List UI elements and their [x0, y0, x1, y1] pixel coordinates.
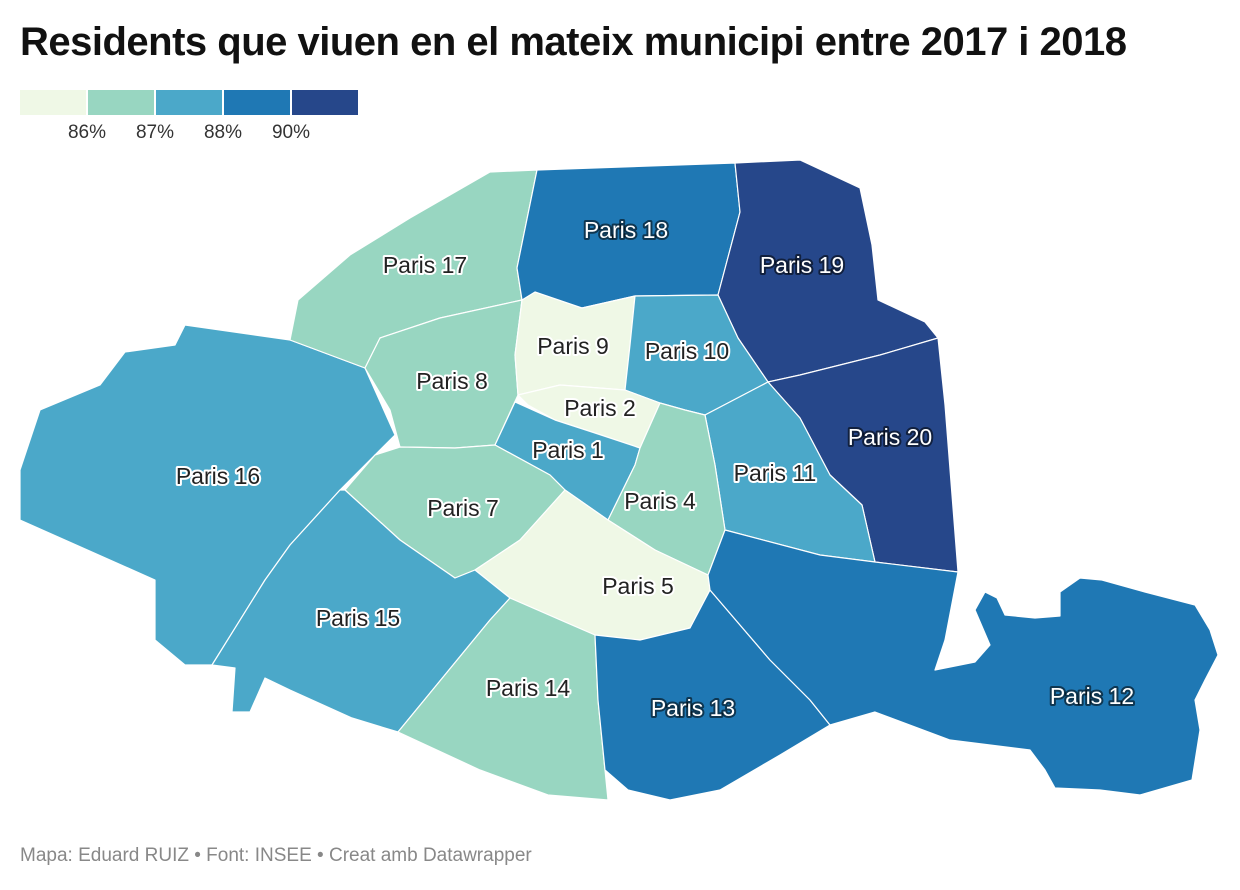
district-paris-12[interactable]: Paris 12 [707, 529, 1219, 796]
district-paris-16[interactable]: Paris 16 [19, 324, 396, 666]
label-paris-2: Paris 2 [564, 395, 636, 421]
label-paris-1: Paris 1 [532, 437, 604, 463]
label-paris-13: Paris 13 [651, 695, 735, 721]
label-paris-18: Paris 18 [584, 217, 668, 243]
district-paris-13[interactable]: Paris 13 [594, 589, 831, 801]
district-paris-17[interactable]: Paris 17 [289, 169, 538, 369]
legend-tick-3: 88% [203, 122, 243, 143]
district-paris-19[interactable]: Paris 19 [717, 159, 939, 383]
district-paris-10[interactable]: Paris 10 [624, 294, 769, 416]
label-paris-8: Paris 8 [416, 368, 488, 394]
legend-color-bar [20, 90, 358, 115]
district-paris-14[interactable]: Paris 14 [397, 597, 609, 801]
label-paris-17: Paris 17 [383, 252, 467, 278]
legend-tick-1: 86% [67, 122, 107, 143]
legend-swatch-3 [156, 90, 222, 115]
legend-tick-2: 87% [135, 122, 175, 143]
legend-swatch-1 [20, 90, 86, 115]
district-paris-4[interactable]: Paris 4 [607, 402, 726, 576]
label-paris-4: Paris 4 [624, 488, 696, 514]
district-paris-2[interactable]: Paris 2 [517, 384, 661, 449]
color-legend: 86% 87% 88% 90% [20, 90, 360, 150]
label-paris-15: Paris 15 [316, 605, 400, 631]
district-paris-9[interactable]: Paris 9 [514, 291, 636, 396]
district-paris-11[interactable]: Paris 11 [704, 381, 876, 563]
legend-swatch-5 [292, 90, 358, 115]
label-paris-5: Paris 5 [602, 573, 674, 599]
map-title: Residents que viuen en el mateix municip… [20, 20, 1127, 64]
label-paris-19: Paris 19 [760, 252, 844, 278]
legend-tick-4: 90% [271, 122, 311, 143]
district-paris-20[interactable]: Paris 20 [767, 337, 959, 573]
label-paris-10: Paris 10 [645, 338, 729, 364]
legend-swatch-2 [88, 90, 154, 115]
district-paris-8[interactable]: Paris 8 [364, 299, 523, 449]
district-paris-7[interactable]: Paris 7 [344, 444, 566, 579]
legend-swatch-4 [224, 90, 290, 115]
label-paris-16: Paris 16 [176, 463, 260, 489]
label-paris-9: Paris 9 [537, 333, 609, 359]
label-paris-12: Paris 12 [1050, 683, 1134, 709]
label-paris-11: Paris 11 [734, 460, 817, 486]
source-footer: Mapa: Eduard RUIZ • Font: INSEE • Creat … [20, 845, 532, 866]
district-paris-5[interactable]: Paris 5 [474, 489, 711, 641]
label-paris-14: Paris 14 [486, 675, 571, 701]
district-paris-18[interactable]: Paris 18 [516, 162, 741, 309]
label-paris-7: Paris 7 [427, 495, 499, 521]
district-paris-15[interactable]: Paris 15 [211, 489, 511, 733]
label-paris-20: Paris 20 [848, 424, 932, 450]
